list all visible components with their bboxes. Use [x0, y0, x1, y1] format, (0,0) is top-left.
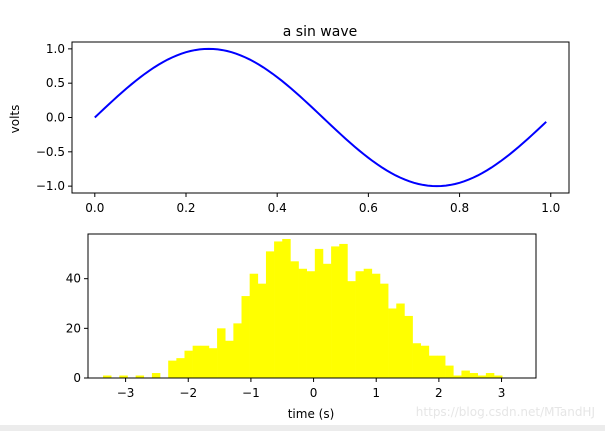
histogram-bar: [396, 303, 405, 378]
x-tick-label: 2: [435, 386, 443, 400]
histogram-bar: [217, 328, 226, 378]
y-tick-label: 40: [66, 272, 81, 286]
histogram-bars: [103, 238, 503, 378]
watermark: https://blog.csdn.net/MTandHJ: [415, 405, 595, 419]
histogram-bar: [241, 296, 250, 378]
histogram-bar: [437, 355, 446, 378]
y-tick-label: 1.0: [46, 42, 65, 56]
histogram-bar: [404, 315, 413, 378]
x-tick-label: 0.4: [268, 201, 287, 215]
histogram-bar: [494, 375, 503, 378]
histogram-bar: [379, 283, 389, 378]
histogram-bar: [388, 308, 397, 378]
histogram-bar: [168, 360, 177, 378]
x-tick-label: 0.0: [85, 201, 104, 215]
histogram-bar: [453, 375, 462, 378]
histogram-bar: [477, 375, 487, 378]
histogram-bar: [249, 273, 259, 378]
histogram-bar: [233, 323, 242, 378]
histogram-bar: [257, 283, 267, 378]
histogram-bar: [314, 248, 324, 378]
plot-title: a sin wave: [283, 24, 357, 40]
histogram-bar: [461, 370, 470, 378]
histogram-bar: [225, 340, 234, 378]
histogram-bar: [184, 350, 193, 378]
histogram-bar: [445, 365, 454, 378]
x-tick-label: 0.2: [176, 201, 195, 215]
y-tick-label: 0.0: [46, 111, 65, 125]
x-tick-label: 1.0: [541, 201, 560, 215]
histogram-bar: [371, 273, 381, 378]
histogram-bar: [331, 246, 340, 378]
histogram-bar: [298, 268, 307, 378]
x-axis-ticks: −3 −2 −1 0 1 2 3: [117, 378, 506, 400]
histogram-bar: [355, 271, 364, 378]
x-tick-label: −1: [242, 386, 260, 400]
y-tick-label: 0: [73, 371, 81, 385]
histogram-plot: −3 −2 −1 0 1 2 3 0 20 40 time (s): [66, 233, 537, 421]
y-axis-label: volts: [8, 105, 22, 134]
histogram-bar: [339, 243, 348, 378]
plot-frame: [87, 233, 537, 379]
histogram-bar: [363, 268, 373, 378]
sine-line: [94, 47, 547, 188]
histogram-bar: [420, 345, 430, 378]
histogram-bar: [208, 348, 218, 378]
histogram-bar: [485, 373, 495, 378]
histogram-bar: [428, 355, 438, 378]
bottom-strip: [0, 425, 605, 431]
histogram-bar: [192, 345, 202, 378]
sine-wave-plot: a sin wave volts 0.0 0.2 0.4 0.6 0.8 1.0 1.00…: [8, 24, 570, 215]
histogram-bar: [135, 375, 145, 378]
y-tick-label: −1.0: [36, 179, 65, 193]
x-tick-label: −2: [179, 386, 197, 400]
histogram-bar: [103, 375, 112, 378]
histogram-bar: [322, 263, 332, 378]
histogram-bar: [412, 343, 422, 378]
histogram-bar: [119, 375, 128, 378]
x-axis-ticks: 0.0 0.2 0.4 0.6 0.8 1.0: [85, 193, 560, 215]
histogram-bar: [282, 238, 291, 378]
x-tick-label: 0: [310, 386, 318, 400]
histogram-bar: [200, 345, 210, 378]
histogram-bar: [274, 241, 283, 378]
x-axis-label: time (s): [288, 407, 335, 421]
histogram-bar: [469, 373, 479, 378]
y-tick-label: −0.5: [36, 145, 65, 159]
histogram-bar: [265, 251, 275, 378]
y-axis-ticks: 1.0 0.5 0.0 −0.5 −1.0: [36, 42, 72, 193]
y-axis-ticks: 0 20 40: [66, 272, 88, 385]
y-tick-label: 20: [66, 321, 81, 335]
x-tick-label: 3: [498, 386, 506, 400]
histogram-bar: [290, 261, 299, 378]
histogram-bar: [306, 271, 316, 378]
x-tick-label: 0.6: [359, 201, 378, 215]
plot-frame: [71, 41, 570, 194]
plot-series: [94, 47, 547, 188]
histogram-bar: [151, 373, 161, 378]
y-tick-label: 0.5: [46, 76, 65, 90]
x-tick-label: 1: [372, 386, 380, 400]
histogram-bar: [347, 281, 356, 378]
x-tick-label: 0.8: [450, 201, 469, 215]
x-tick-label: −3: [117, 386, 135, 400]
histogram-bar: [176, 358, 185, 378]
